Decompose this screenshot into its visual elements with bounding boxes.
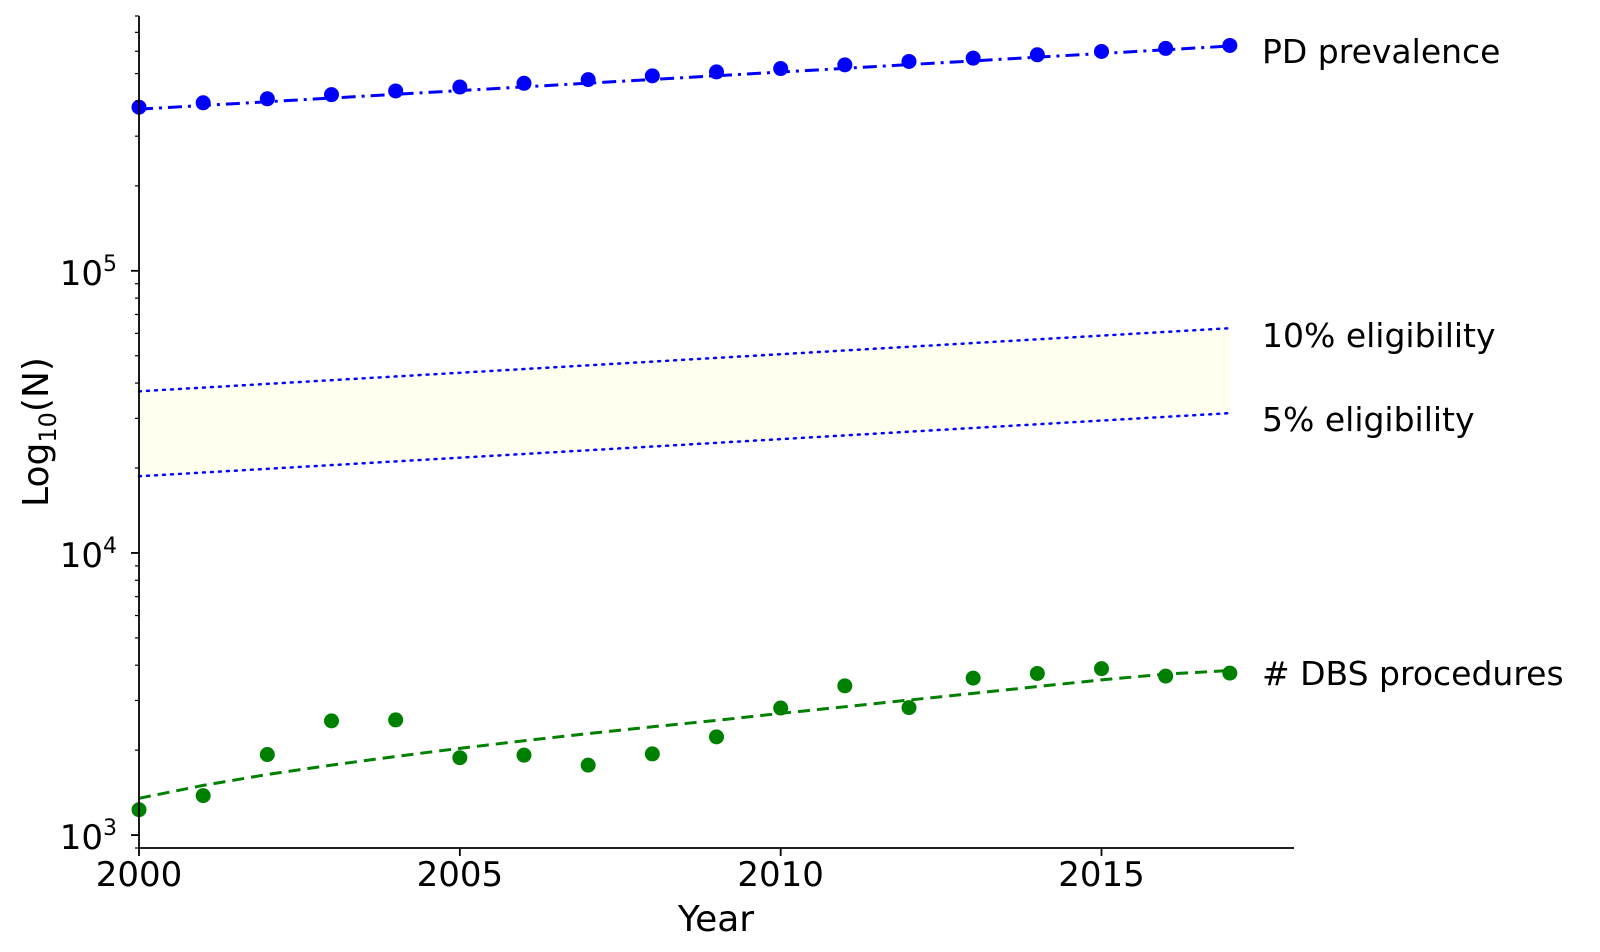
dbs-procedures-point [773,700,789,716]
pd-prevalence-point [901,53,917,69]
pd-prevalence-point [1158,40,1174,56]
dbs-procedures-point [1094,661,1109,677]
pd-prevalence-point [195,95,211,111]
eligibility-band [139,328,1230,477]
x-tick-label: 2005 [417,855,504,895]
dbs-procedures-point [901,700,917,716]
pd-prevalence-point [259,91,275,107]
pd-prevalence-point [837,57,853,73]
dbs-procedures-point [452,750,468,766]
pd-prevalence-point [709,64,724,80]
pd-prevalence-points [131,37,1238,115]
y-ticks: 103 104 105 [60,252,139,858]
dbs-procedures-fit-line [138,669,1230,800]
dbs-procedures-point [1029,665,1045,681]
dbs-procedures-point [516,747,532,763]
dbs-procedures-point [965,670,981,686]
dbs-procedures-points [131,661,1238,818]
dbs-procedures-point [259,747,275,763]
eligibility-10pct-line [137,326,1232,393]
y-tick-label: 103 [60,816,117,858]
dbs-procedures-point [1158,668,1174,684]
y-tick-label: 104 [60,534,117,576]
dbs-procedures-label: # DBS procedures [1262,654,1564,693]
pd-prevalence-point [644,68,660,84]
dbs-procedures-point [195,788,211,804]
pd-prevalence-point [452,79,468,95]
pd-prevalence-point [1222,37,1238,53]
pd-prevalence-point [580,72,596,88]
y-minor-ticks [135,15,139,849]
dbs-procedures-point [709,729,724,745]
dbs-procedures-point [388,712,404,728]
dbs-procedures-point [1222,665,1238,681]
dbs-procedures-point [580,757,596,773]
x-tick-label: 2015 [1058,855,1145,895]
pd-prevalence-point [1094,43,1109,59]
pd-prevalence-point [388,83,404,99]
pd-prevalence-point [965,50,981,66]
x-tick-label: 2000 [96,855,183,895]
pd-prevalence-point [773,61,789,77]
y-axis-label: Log10(N) [16,357,62,507]
x-ticks: 2000 2005 2010 2015 [96,848,1145,895]
dbs-procedures-point [644,746,660,762]
y-tick-label: 105 [60,252,117,294]
eligibility-5pct-line [137,411,1232,478]
pd-prevalence-label: PD prevalence [1262,32,1500,71]
x-tick-label: 2010 [737,855,824,895]
dbs-procedures-point [324,713,339,729]
pd-prevalence-point [324,87,339,103]
pd-prevalence-point [516,75,532,91]
y-axis-label-group: Log10(N) [16,357,62,507]
eligibility-10pct-label: 10% eligibility [1262,316,1496,355]
dbs-procedures-point [837,678,853,694]
x-axis-label: Year [677,899,754,940]
eligibility-5pct-label: 5% eligibility [1262,400,1475,439]
pd-prevalence-fit-line [138,44,1230,111]
pd-prevalence-point [1029,47,1045,63]
